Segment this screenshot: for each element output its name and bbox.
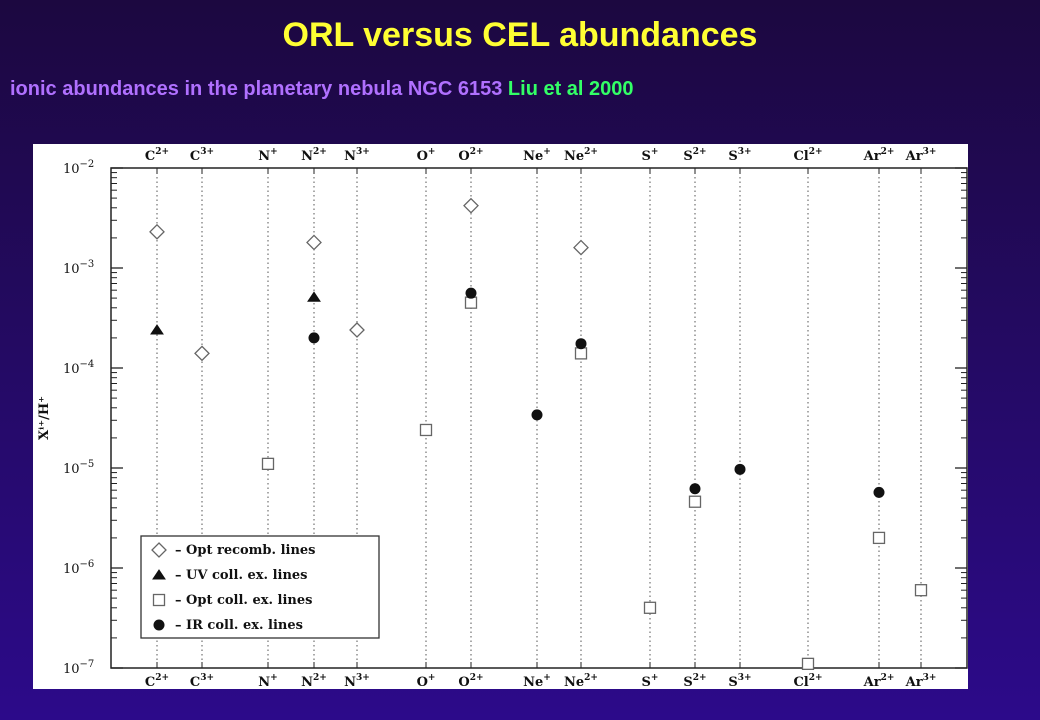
data-point-square: [872, 531, 886, 545]
series-circle: [308, 287, 885, 498]
top-category-label: O+: [417, 147, 436, 164]
plot-frame: [110, 167, 968, 669]
top-category-label: O2+: [458, 147, 483, 164]
data-point-diamond: [349, 322, 365, 338]
bottom-category-label: C3+: [190, 673, 214, 689]
y-axis-label: Xⁱ⁺/H⁺: [37, 396, 52, 440]
data-point-square: [643, 601, 657, 614]
data-point-diamond: [573, 239, 589, 256]
legend-marker-circle: [153, 619, 165, 631]
data-point-square: [574, 347, 588, 360]
data-points: [149, 197, 928, 671]
data-point-circle: [734, 463, 746, 475]
data-point-circle: [465, 287, 477, 299]
bottom-category-label: N+: [258, 673, 277, 689]
top-category-label: Ne+: [523, 147, 551, 164]
data-point-circle: [308, 332, 320, 344]
bottom-category-label: Ar2+: [863, 673, 895, 689]
data-point-square: [688, 495, 702, 508]
data-point-diamond: [463, 197, 479, 214]
slide-title: ORL versus CEL abundances: [282, 16, 758, 54]
data-point-triangle: [307, 291, 321, 302]
bottom-category-label: S+: [642, 673, 659, 689]
data-point-circle: [575, 338, 587, 350]
data-point-diamond: [149, 223, 165, 240]
legend-label: – Opt recomb. lines: [175, 543, 316, 558]
bottom-category-label: N2+: [301, 673, 327, 689]
y-ticks: 10−2 10−3 10−4 10−5 10−6 10−7: [63, 159, 967, 677]
bottom-category-label: Ne2+: [564, 673, 598, 689]
y-tick-label: 10−4: [63, 359, 94, 377]
bottom-category-label: Ar3+: [905, 673, 937, 689]
top-category-label: S2+: [683, 147, 706, 164]
data-point-diamond: [194, 345, 210, 362]
abundance-chart: 10−2 10−3 10−4 10−5 10−6 10−7 C2+ C3+ N+ N2+ N3+ O…: [37, 147, 968, 690]
y-tick-label: 10−2: [63, 159, 94, 177]
data-point-triangle: [150, 324, 164, 335]
y-tick-label: 10−7: [63, 659, 94, 677]
y-tick-label: 10−3: [63, 259, 94, 277]
subtitle-citation: Liu et al 2000: [507, 78, 634, 100]
top-category-label: S3+: [728, 147, 751, 164]
bottom-category-label: O+: [417, 673, 436, 689]
top-category-label: Ar2+: [863, 147, 895, 164]
data-point-square: [801, 657, 815, 671]
top-category-label: N3+: [344, 147, 370, 164]
data-point-circle: [689, 483, 701, 495]
series-diamond: [149, 197, 589, 362]
data-point-square: [261, 457, 275, 471]
legend-marker-diamond: [151, 542, 167, 558]
bottom-category-label: O2+: [458, 673, 483, 689]
slide-subtitle: ionic abundances in the planetary nebula…: [10, 78, 634, 101]
top-category-label: Cl2+: [793, 147, 822, 164]
top-category-label: C2+: [145, 147, 169, 164]
series-triangle: [150, 291, 321, 335]
bottom-category-label: N3+: [344, 673, 370, 689]
data-point-diamond: [306, 234, 322, 251]
y-tick-label: 10−5: [63, 459, 94, 477]
top-category-label: S+: [642, 147, 659, 164]
top-category-label: N+: [258, 147, 277, 164]
bottom-category-label: S2+: [683, 673, 706, 689]
top-category-label: Ne2+: [564, 147, 598, 164]
legend-label: – Opt coll. ex. lines: [175, 593, 312, 608]
top-category-label: C3+: [190, 147, 214, 164]
legend-marker-square: [152, 593, 166, 607]
bottom-category-label: S3+: [728, 673, 751, 689]
legend-box: [140, 535, 380, 639]
legend-label: – IR coll. ex. lines: [175, 618, 303, 633]
data-point-square: [914, 584, 928, 597]
data-point-square: [419, 423, 433, 437]
bottom-category-label: Cl2+: [793, 673, 822, 689]
data-point-circle: [873, 486, 885, 498]
legend-label: – UV coll. ex. lines: [175, 568, 307, 583]
bottom-category-label: C2+: [145, 673, 169, 689]
data-point-circle: [531, 409, 543, 421]
y-tick-label: 10−6: [63, 559, 94, 577]
top-category-label: Ar3+: [905, 147, 937, 164]
bottom-category-labels: C2+ C3+ N+ N2+ N3+ O+ O2+ Ne+ Ne2+ S+ S2+ S3+ Cl2+ Ar…: [145, 662, 937, 690]
legend-marker-triangle: [152, 569, 166, 580]
subtitle-text: ionic abundances in the planetary nebula…: [10, 78, 503, 100]
top-category-labels: C2+ C3+ N+ N2+ N3+ O+ O2+ Ne+ Ne2+ S+ S2+ S3+ Cl2+ Ar…: [145, 147, 936, 174]
top-category-label: N2+: [301, 147, 327, 164]
legend: – Opt recomb. lines – UV coll. ex. lines –…: [140, 535, 380, 639]
data-point-square: [464, 296, 478, 309]
chart-panel: 10−2 10−3 10−4 10−5 10−6 10−7 C2+ C3+ N+ N2+ N3+ O…: [33, 144, 968, 690]
bottom-category-label: Ne+: [523, 673, 551, 689]
